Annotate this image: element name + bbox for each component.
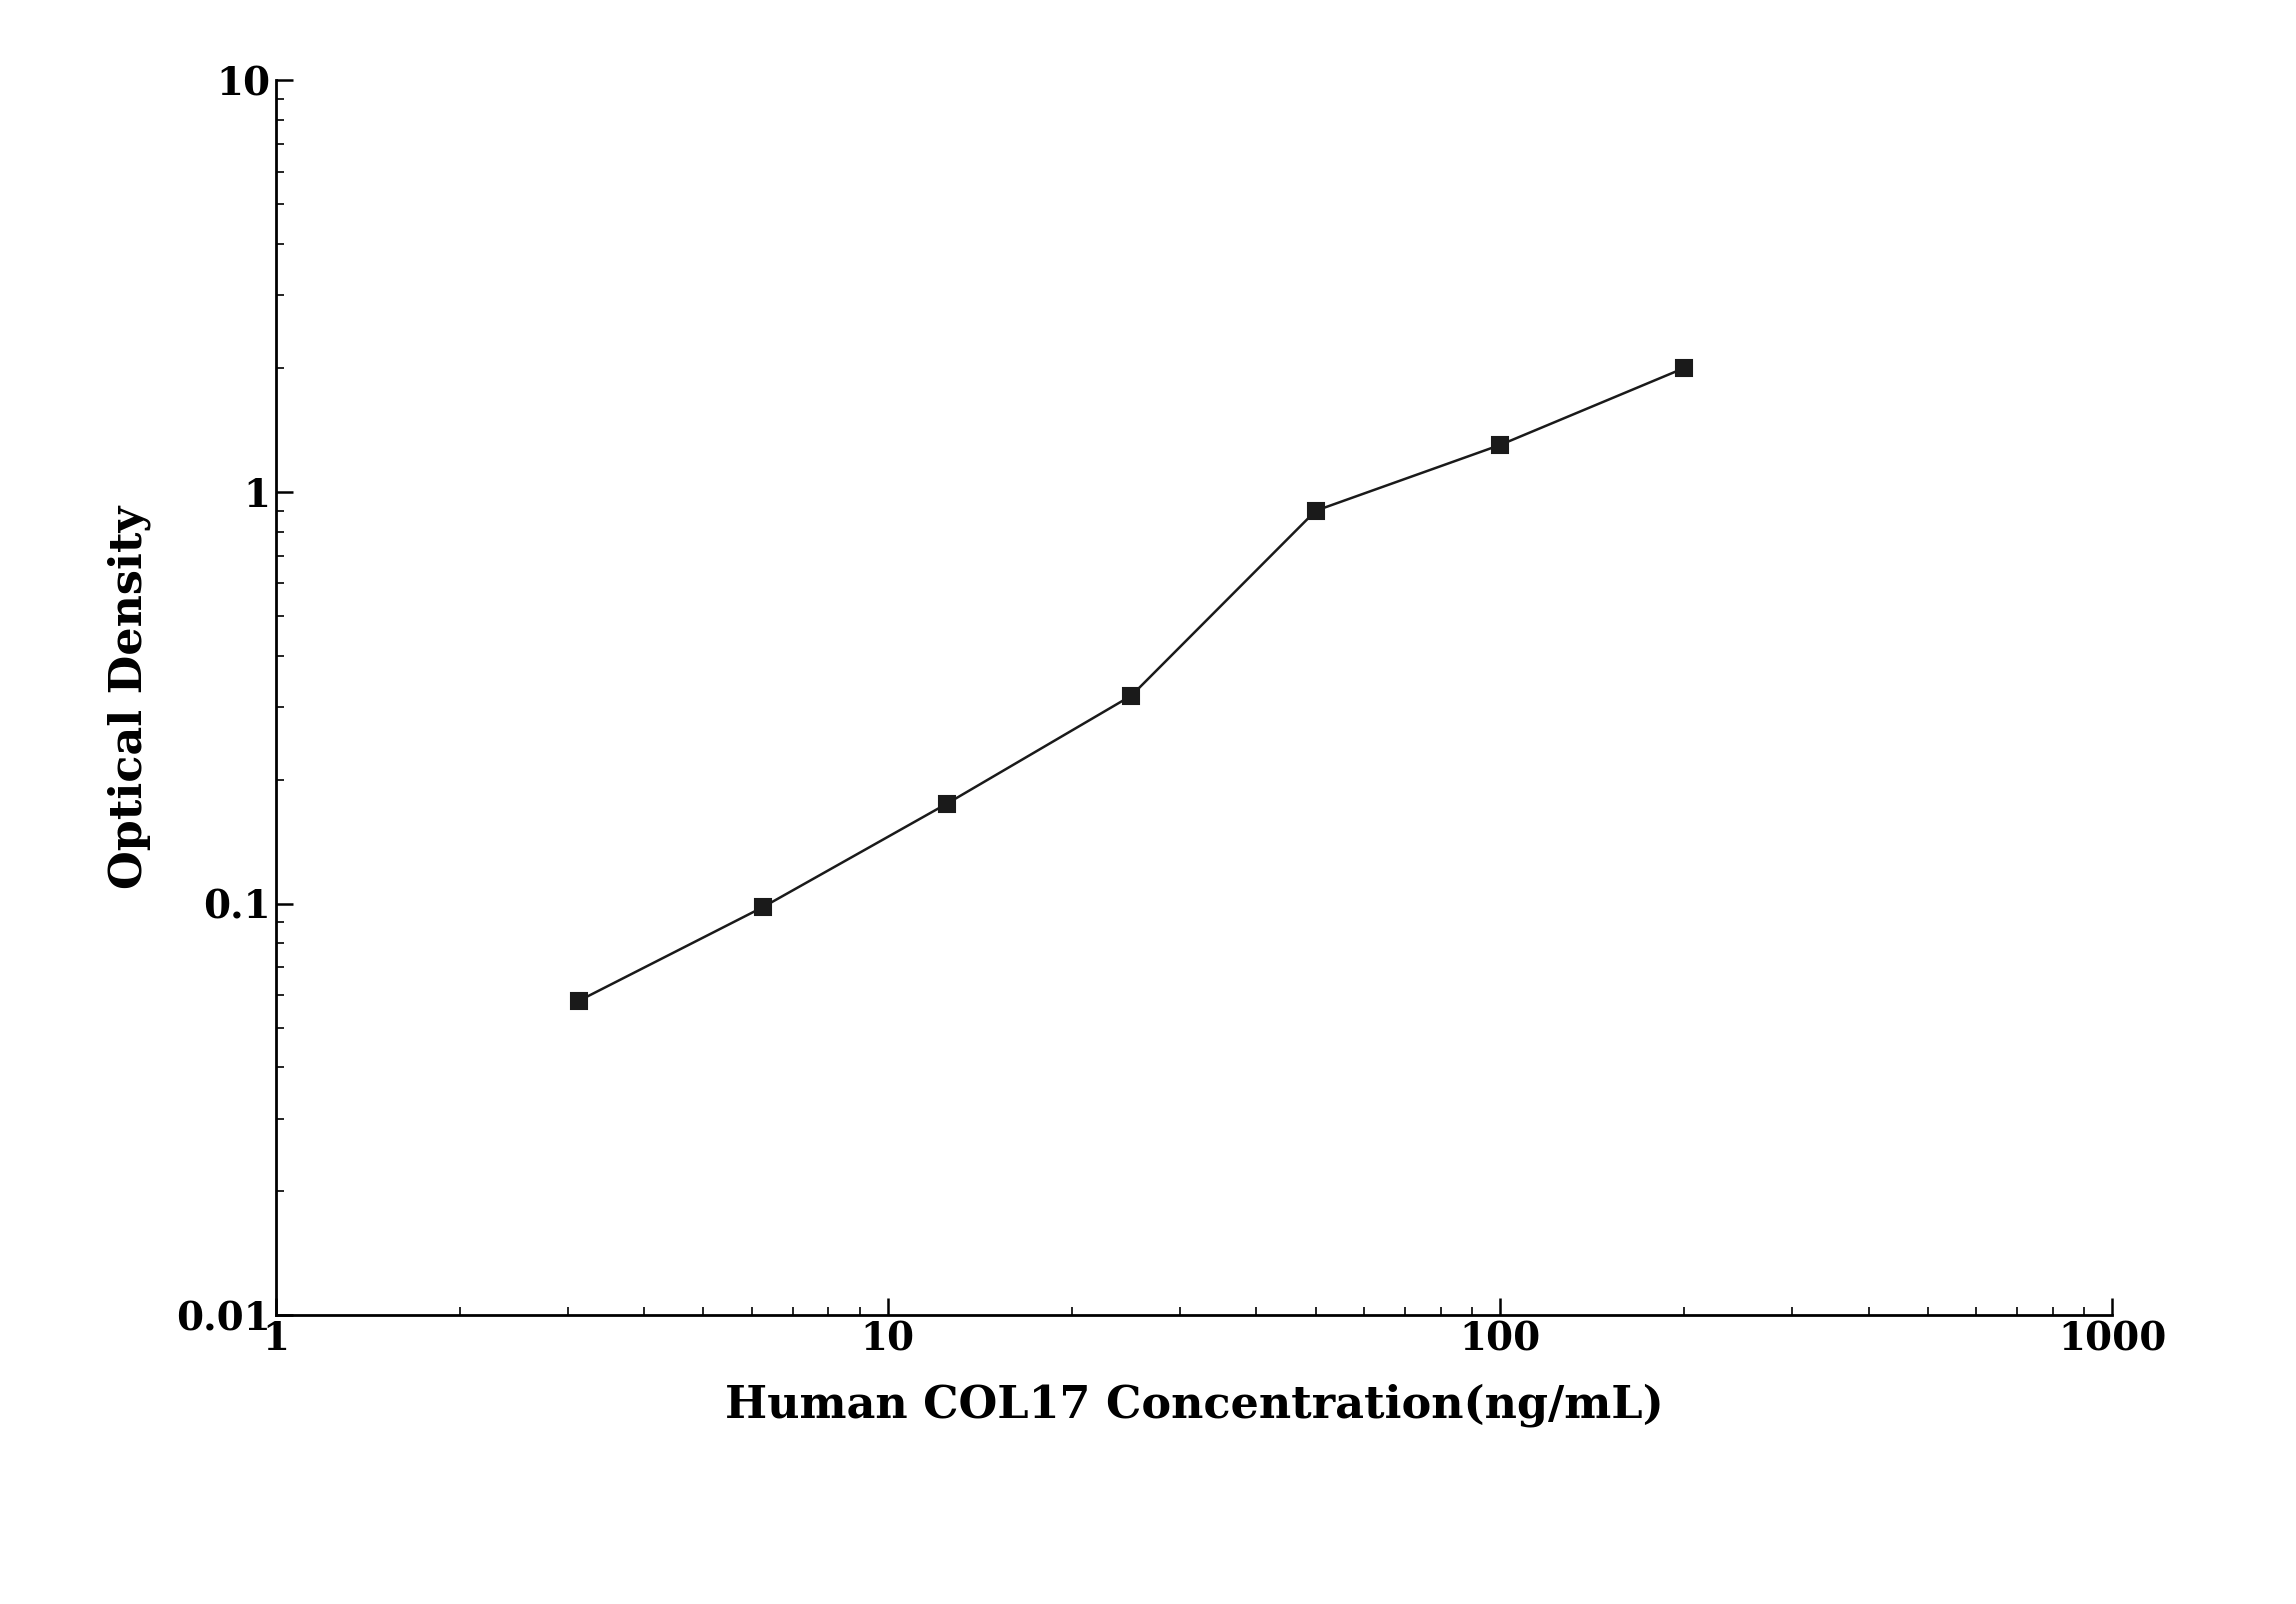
X-axis label: Human COL17 Concentration(ng/mL): Human COL17 Concentration(ng/mL) <box>726 1383 1662 1428</box>
Y-axis label: Optical Density: Optical Density <box>108 507 152 889</box>
